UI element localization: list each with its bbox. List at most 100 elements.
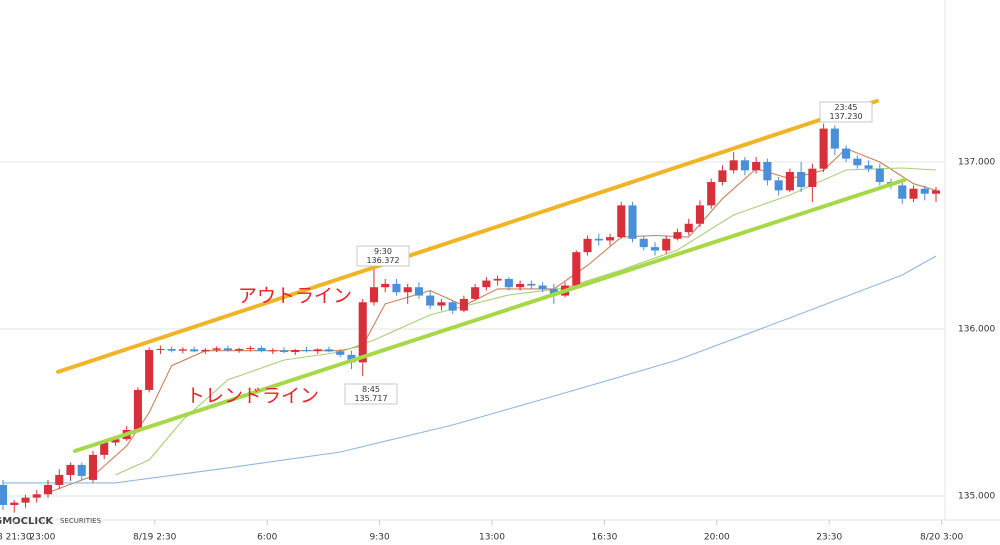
candle-body — [43, 484, 53, 495]
x-tick-label: 8/19 2:30 — [133, 533, 177, 543]
candle-body — [605, 237, 615, 241]
price-time: 8:45 — [362, 385, 380, 394]
candle-body — [448, 302, 457, 311]
candle-body — [156, 349, 165, 351]
candle-body — [77, 464, 86, 476]
candle-body — [0, 484, 8, 505]
price-value: 135.717 — [354, 394, 387, 403]
x-tick-label: 23:30 — [816, 533, 842, 543]
candle-body — [527, 283, 536, 286]
y-tick-label: 137.000 — [958, 157, 995, 167]
candle-body — [302, 350, 311, 352]
candle-body — [549, 288, 558, 296]
candle-body — [66, 464, 75, 475]
candle-body — [752, 161, 761, 171]
candle-body — [516, 283, 525, 288]
candle-body — [257, 348, 266, 352]
watermark: GMOCLICK — [0, 516, 54, 527]
candle-body — [88, 454, 98, 480]
x-tick-label: 8 21:30 — [0, 533, 32, 543]
candle-body — [931, 190, 941, 194]
price-box — [819, 101, 873, 123]
candle-body — [729, 160, 738, 171]
candle-body — [628, 205, 637, 239]
candle-body — [662, 238, 671, 251]
trendline — [56, 99, 879, 374]
candle-body — [313, 349, 322, 352]
x-tick-label: 20:00 — [704, 533, 730, 543]
x-tick-label: 8/20 3:00 — [920, 533, 964, 543]
candle-body — [111, 439, 120, 443]
annotation: アウトライン — [238, 285, 352, 307]
candle-body — [538, 285, 547, 289]
candle-body — [482, 280, 491, 288]
candle-body — [875, 168, 884, 183]
candle-body — [853, 158, 862, 166]
candle-body — [909, 188, 918, 199]
candle-body — [819, 128, 828, 169]
candle-body — [55, 474, 64, 485]
candle-body — [223, 348, 232, 351]
y-tick-label: 135.000 — [958, 491, 995, 501]
candle-body — [212, 348, 221, 350]
x-tick-label: 23:00 — [29, 533, 55, 543]
candle-body — [718, 170, 727, 183]
candle-body — [324, 349, 334, 352]
candle-body — [145, 350, 154, 390]
x-tick-label: 13:00 — [479, 533, 505, 543]
candle-body — [426, 295, 435, 306]
candle-body — [684, 223, 693, 233]
candle-body — [594, 238, 603, 241]
candle-body — [291, 350, 300, 353]
candle-body — [459, 298, 468, 311]
x-tick-label: 6:00 — [257, 533, 277, 543]
candle-body — [740, 160, 749, 171]
price-box — [344, 383, 398, 405]
candle-body — [920, 188, 929, 194]
candle-body — [785, 172, 794, 191]
candle-body — [639, 238, 648, 248]
candle-body — [381, 283, 390, 288]
candle-body — [673, 232, 682, 239]
price-value: 136.372 — [366, 256, 399, 265]
candle-body — [369, 287, 379, 303]
candle-body — [572, 252, 581, 286]
candle-body — [471, 287, 480, 299]
y-tick-label: 136.000 — [958, 324, 995, 334]
candle-body — [235, 349, 244, 351]
candle-body — [133, 389, 142, 430]
candle-body — [707, 182, 716, 206]
candle-body — [650, 247, 660, 251]
price-value: 137.230 — [829, 112, 862, 121]
candle-body — [695, 205, 705, 224]
moving-average — [3, 255, 937, 484]
watermark-sub: SECURITIES — [60, 517, 102, 525]
candle-body — [617, 205, 626, 238]
candle-body — [797, 172, 806, 188]
price-box — [356, 245, 410, 267]
candle-body — [898, 185, 907, 199]
candle-body — [358, 302, 367, 363]
price-time: 9:30 — [374, 247, 392, 256]
candle-body — [10, 502, 19, 505]
x-tick-label: 16:30 — [591, 533, 617, 543]
price-time: 23:45 — [834, 103, 857, 112]
candle-body — [246, 348, 255, 350]
candle-body — [21, 497, 30, 503]
candle-body — [808, 168, 817, 188]
candle-body — [392, 283, 401, 293]
candle-body — [493, 278, 502, 281]
candle-body — [504, 278, 513, 288]
candle-body — [201, 349, 210, 352]
candle-body — [583, 238, 592, 253]
trendline — [73, 178, 907, 453]
candle-body — [167, 349, 176, 351]
candle-body — [403, 287, 412, 293]
candle-body — [864, 165, 873, 169]
candle-body — [830, 128, 839, 149]
x-tick-label: 9:30 — [369, 533, 389, 543]
candle-body — [774, 180, 783, 191]
